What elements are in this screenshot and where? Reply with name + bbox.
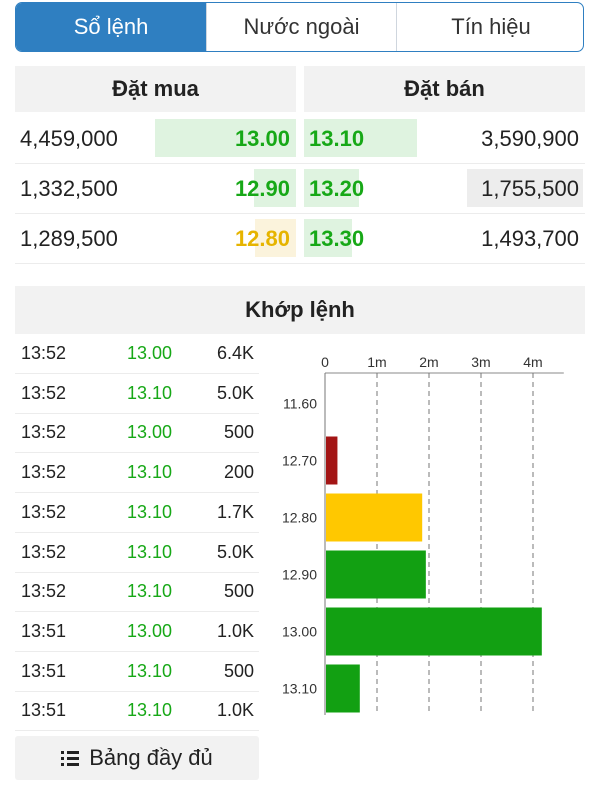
trade-price: 13.10: [127, 660, 173, 681]
trade-row: 13:51 13.10 1.0K: [15, 691, 259, 732]
order-row: 1,289,500 12.80 13.30 1,493,700: [15, 214, 585, 264]
buy-volume: 4,459,000: [20, 125, 118, 151]
sell-header: Đặt bán: [304, 66, 585, 112]
sell-volume: 3,590,900: [481, 125, 579, 151]
sell-depth-bar: [304, 119, 417, 157]
histogram-bar: [326, 664, 360, 713]
buy-volume: 1,289,500: [20, 225, 118, 251]
histogram-bar: [326, 550, 426, 599]
tab-foreign[interactable]: Nước ngoài: [206, 3, 396, 51]
trade-volume: 500: [223, 422, 254, 443]
trade-volume: 6.4K: [216, 343, 254, 363]
trade-row: 13:52 13.00 6.4K: [15, 334, 259, 374]
buy-price[interactable]: 13.00: [155, 114, 296, 163]
trade-price: 13.00: [127, 422, 173, 443]
trade-price: 13.00: [127, 620, 173, 641]
order-row: 1,332,500 12.90 13.20 1,755,500: [15, 164, 585, 214]
trade-row: 13:51 13.10 500: [15, 652, 259, 692]
volume-by-price-chart: 0 1m 2m 3m 4m 11.60 12.70 12.80 12.90 13.00 13.10: [282, 354, 564, 715]
trade-time: 13:51: [21, 660, 67, 681]
trade-time: 13:51: [21, 620, 67, 641]
trade-volume: 5.0K: [216, 541, 254, 562]
sell-price[interactable]: 13.20: [304, 164, 444, 213]
trade-time: 13:52: [21, 501, 67, 522]
trade-time: 13:52: [21, 343, 67, 363]
y-tick-label: 13.00: [282, 624, 317, 640]
sell-price[interactable]: 13.10: [304, 114, 444, 163]
buy-header: Đặt mua: [15, 66, 296, 112]
matched-header: Khớp lệnh: [15, 286, 585, 334]
trade-row: 13:52 13.10 500: [15, 572, 259, 613]
trade-price: 13.00: [127, 343, 173, 363]
histogram-bar: [326, 493, 423, 542]
trade-row: 13:52 13.00 500: [15, 413, 259, 454]
sell-volume: 1,493,700: [481, 225, 579, 251]
trade-row: 13:52 13.10 1.7K: [15, 493, 259, 533]
full-table-label: Bảng đầy đủ: [89, 745, 213, 770]
histogram-bar: [326, 436, 338, 485]
sell-volume: 1,755,500: [445, 164, 583, 213]
trade-price: 13.10: [127, 462, 173, 483]
trade-volume: 1.0K: [216, 700, 254, 721]
sell-depth-bar: [304, 219, 352, 257]
trade-volume: 200: [223, 462, 254, 483]
buy-volume: 1,332,500: [20, 175, 118, 201]
buy-price[interactable]: 12.80: [155, 214, 296, 263]
x-tick-label: 4m: [523, 354, 542, 370]
buy-depth-bar: [155, 119, 296, 157]
x-tick-label: 0: [321, 354, 329, 370]
tab-order-book[interactable]: Sổ lệnh: [16, 3, 206, 51]
sell-price[interactable]: 13.30: [304, 214, 444, 263]
sell-depth-bar: [304, 169, 359, 207]
trade-volume: 1.7K: [216, 501, 254, 522]
full-table-button[interactable]: Bảng đầy đủ: [15, 736, 259, 780]
trade-price: 13.10: [127, 541, 173, 562]
y-tick-label: 11.60: [283, 396, 317, 412]
trade-time: 13:52: [21, 581, 67, 602]
buy-price[interactable]: 12.90: [155, 164, 296, 213]
trade-row: 13:52 13.10 5.0K: [15, 374, 259, 414]
trade-time: 13:51: [21, 700, 67, 721]
y-tick-label: 12.80: [282, 510, 317, 526]
trade-price: 13.10: [127, 581, 173, 602]
trade-time: 13:52: [21, 541, 67, 562]
trade-row: 13:52 13.10 5.0K: [15, 533, 259, 573]
trade-volume: 500: [223, 581, 254, 602]
trade-row: 13:52 13.10 200: [15, 453, 259, 494]
x-tick-label: 1m: [367, 354, 386, 370]
tab-signals[interactable]: Tín hiệu: [396, 3, 583, 51]
y-tick-label: 12.70: [282, 453, 317, 469]
trade-time: 13:52: [21, 462, 67, 483]
trade-price: 13.10: [127, 382, 173, 403]
trade-row: 13:51 13.00 1.0K: [15, 612, 259, 652]
trade-volume: 5.0K: [216, 382, 254, 403]
trade-time: 13:52: [21, 382, 67, 403]
y-tick-label: 12.90: [282, 567, 317, 583]
tab-bar: Sổ lệnh Nước ngoài Tín hiệu: [15, 2, 584, 52]
trade-price: 13.10: [127, 700, 173, 721]
trade-volume: 500: [223, 660, 254, 681]
sell-volume-highlight: [467, 169, 583, 207]
trade-time: 13:52: [21, 422, 67, 443]
x-tick-label: 2m: [419, 354, 438, 370]
buy-depth-bar: [255, 219, 296, 257]
order-row: 4,459,000 13.00 13.10 3,590,900: [15, 114, 585, 164]
x-tick-label: 3m: [471, 354, 490, 370]
trade-volume: 1.0K: [216, 620, 254, 641]
trade-price: 13.10: [127, 501, 173, 522]
buy-depth-bar: [254, 169, 296, 207]
y-tick-label: 13.10: [282, 681, 317, 697]
histogram-bar: [326, 607, 542, 656]
list-icon: [61, 750, 81, 766]
